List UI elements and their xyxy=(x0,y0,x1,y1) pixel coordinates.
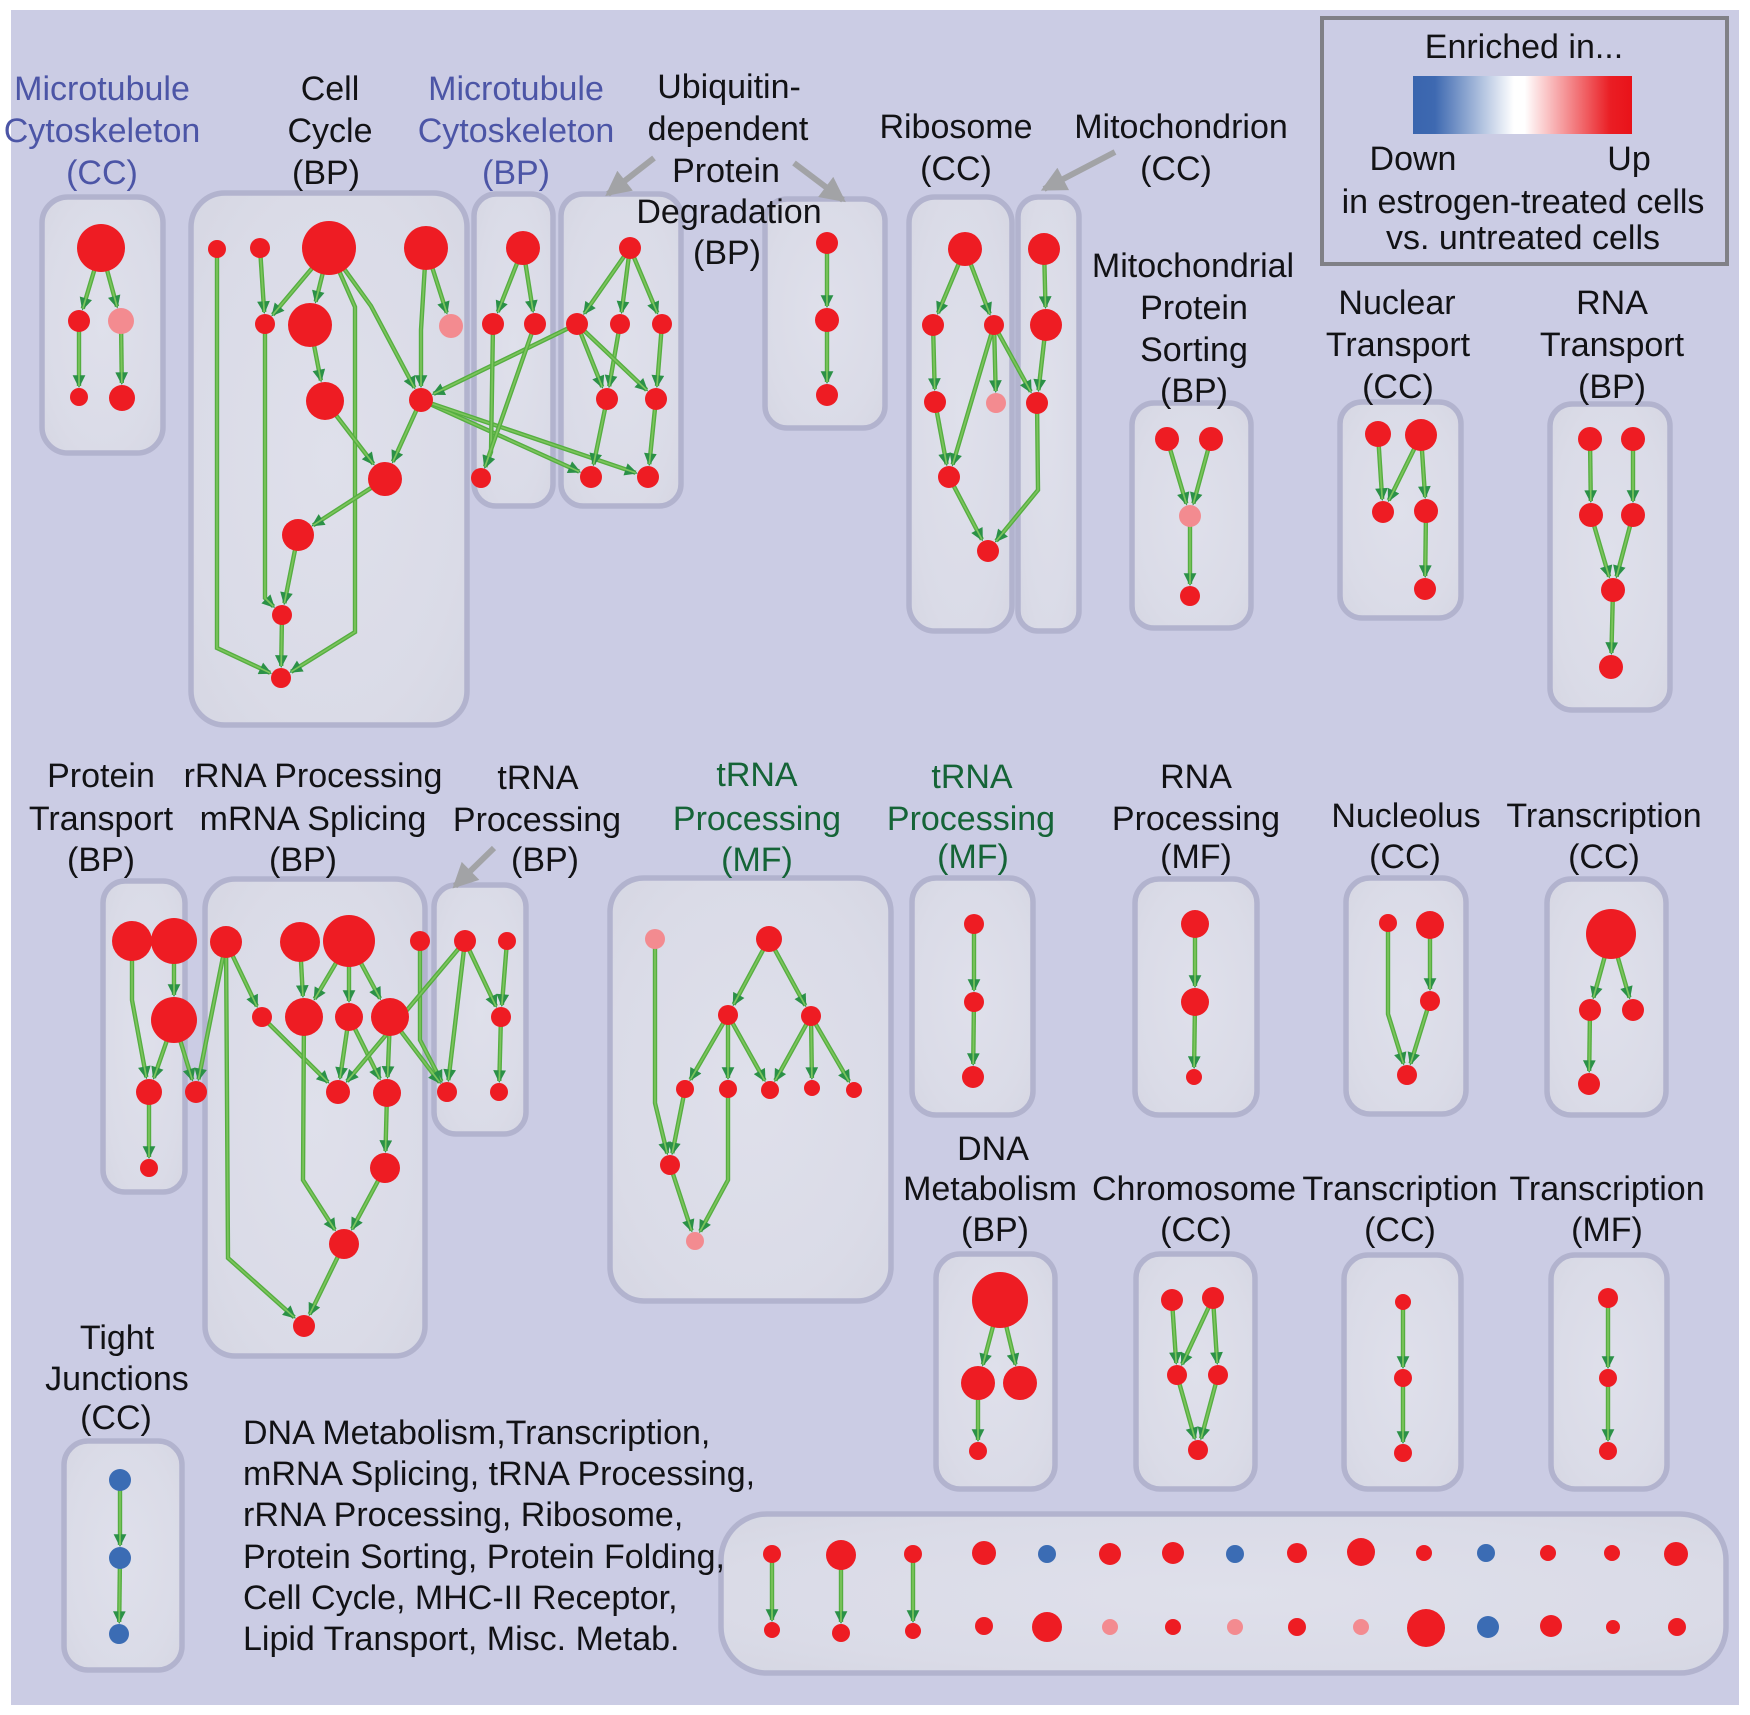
svg-text:(CC): (CC) xyxy=(1160,1211,1232,1249)
svg-text:Transcription: Transcription xyxy=(1506,797,1701,835)
svg-text:(BP): (BP) xyxy=(67,841,135,879)
svg-text:rRNA Processing: rRNA Processing xyxy=(184,757,443,795)
svg-text:DNA Metabolism,Transcription,: DNA Metabolism,Transcription, xyxy=(243,1414,710,1452)
svg-text:Metabolism: Metabolism xyxy=(903,1170,1077,1208)
svg-text:(MF): (MF) xyxy=(1571,1211,1643,1249)
svg-text:Mitochondrion: Mitochondrion xyxy=(1074,108,1288,146)
svg-text:Transport: Transport xyxy=(1540,326,1685,364)
svg-text:(BP): (BP) xyxy=(961,1211,1029,1249)
svg-text:Processing: Processing xyxy=(1112,800,1280,838)
svg-text:(CC): (CC) xyxy=(1568,838,1640,876)
svg-text:(BP): (BP) xyxy=(1578,368,1646,406)
svg-text:Cytoskeleton: Cytoskeleton xyxy=(4,112,201,150)
svg-text:rRNA Processing, Ribosome,: rRNA Processing, Ribosome, xyxy=(243,1496,683,1534)
svg-text:Nuclear: Nuclear xyxy=(1338,284,1455,322)
svg-text:Protein: Protein xyxy=(47,757,155,795)
svg-text:dependent: dependent xyxy=(648,110,809,148)
svg-text:Lipid Transport, Misc. Metab.: Lipid Transport, Misc. Metab. xyxy=(243,1620,680,1658)
svg-text:Microtubule: Microtubule xyxy=(428,70,604,108)
svg-text:(MF): (MF) xyxy=(937,838,1009,876)
svg-text:Sorting: Sorting xyxy=(1140,331,1248,369)
svg-text:Chromosome: Chromosome xyxy=(1092,1170,1296,1208)
svg-text:Cytoskeleton: Cytoskeleton xyxy=(418,112,615,150)
svg-text:Protein: Protein xyxy=(1140,289,1248,327)
svg-text:Transcription: Transcription xyxy=(1302,1170,1497,1208)
svg-text:Protein: Protein xyxy=(672,152,780,190)
svg-text:RNA: RNA xyxy=(1576,284,1648,322)
svg-text:Ubiquitin-: Ubiquitin- xyxy=(657,68,801,106)
svg-text:(BP): (BP) xyxy=(1160,372,1228,410)
svg-text:(BP): (BP) xyxy=(693,234,761,272)
svg-text:Mitochondrial: Mitochondrial xyxy=(1092,247,1294,285)
svg-text:(CC): (CC) xyxy=(1362,368,1434,406)
svg-text:tRNA: tRNA xyxy=(931,758,1013,796)
svg-text:Processing: Processing xyxy=(673,800,841,838)
svg-text:Enriched in...: Enriched in... xyxy=(1425,28,1623,66)
svg-text:Ribosome: Ribosome xyxy=(879,108,1032,146)
svg-text:Down: Down xyxy=(1370,140,1457,178)
svg-text:Microtubule: Microtubule xyxy=(14,70,190,108)
svg-text:(CC): (CC) xyxy=(80,1399,152,1437)
svg-text:(CC): (CC) xyxy=(920,150,992,188)
svg-text:Junctions: Junctions xyxy=(45,1360,189,1398)
svg-text:(CC): (CC) xyxy=(66,154,138,192)
svg-text:(BP): (BP) xyxy=(482,154,550,192)
svg-text:mRNA Splicing: mRNA Splicing xyxy=(200,800,427,838)
svg-text:RNA: RNA xyxy=(1160,758,1232,796)
svg-text:Up: Up xyxy=(1607,140,1650,178)
svg-text:Cell Cycle, MHC-II Receptor,: Cell Cycle, MHC-II Receptor, xyxy=(243,1579,678,1617)
svg-text:Nucleolus: Nucleolus xyxy=(1331,797,1480,835)
svg-text:DNA: DNA xyxy=(957,1130,1029,1168)
svg-text:Tight: Tight xyxy=(80,1319,155,1357)
svg-text:(BP): (BP) xyxy=(269,841,337,879)
svg-text:Protein Sorting, Protein Foldi: Protein Sorting, Protein Folding, xyxy=(243,1538,725,1576)
svg-text:(BP): (BP) xyxy=(292,154,360,192)
svg-text:tRNA: tRNA xyxy=(497,759,579,797)
svg-text:Processing: Processing xyxy=(453,801,621,839)
svg-text:in estrogen-treated cells: in estrogen-treated cells xyxy=(1342,183,1705,221)
svg-text:(CC): (CC) xyxy=(1364,1211,1436,1249)
svg-text:(CC): (CC) xyxy=(1140,150,1212,188)
svg-text:Transcription: Transcription xyxy=(1509,1170,1704,1208)
svg-text:Degradation: Degradation xyxy=(636,193,821,231)
svg-text:Cycle: Cycle xyxy=(287,112,372,150)
svg-text:Cell: Cell xyxy=(301,70,360,108)
svg-text:(BP): (BP) xyxy=(511,841,579,879)
svg-text:Transport: Transport xyxy=(1326,326,1471,364)
svg-text:(MF): (MF) xyxy=(1160,838,1232,876)
svg-text:tRNA: tRNA xyxy=(716,756,798,794)
svg-text:(CC): (CC) xyxy=(1369,838,1441,876)
svg-text:Transport: Transport xyxy=(29,800,174,838)
svg-text:vs. untreated cells: vs. untreated cells xyxy=(1386,219,1660,257)
svg-text:(MF): (MF) xyxy=(721,841,793,879)
svg-text:Processing: Processing xyxy=(887,800,1055,838)
svg-text:mRNA Splicing, tRNA Processing: mRNA Splicing, tRNA Processing, xyxy=(243,1455,755,1493)
